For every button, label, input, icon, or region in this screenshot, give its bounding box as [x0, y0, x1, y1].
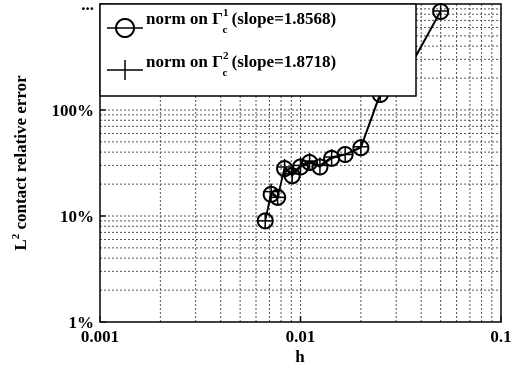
- y-axis-label-suffix: contact relative error: [11, 75, 30, 234]
- series-2-point: [323, 149, 340, 166]
- y-axis-label-sup: 2: [10, 233, 22, 239]
- legend-entry-2: norm on Γ2 c (slope=1.8718): [107, 50, 336, 80]
- svg-text:norm on Γ1c (slope=1.8568): norm on Γ1 c (slope=1.8568): [146, 7, 336, 36]
- y-axis-label-prefix: L: [11, 239, 30, 250]
- series-2-point: [276, 158, 293, 175]
- y-tick-label: 100%: [52, 101, 95, 120]
- series-2-point: [269, 189, 286, 206]
- series-2-point: [257, 212, 274, 229]
- legend-1-sub: c: [222, 24, 227, 36]
- y-tick-label: 10%: [60, 207, 94, 226]
- series-2-point: [311, 157, 328, 174]
- legend-2-sub: c: [222, 67, 227, 79]
- series-2-point: [352, 138, 369, 155]
- legend-1-pre: norm on Γ: [146, 9, 223, 28]
- series-2-point: [301, 153, 318, 170]
- series-2-point: [337, 146, 354, 163]
- legend-1-post: (slope=1.8568): [227, 9, 336, 28]
- legend-entry-1: norm on Γ1 c (slope=1.8568): [107, 7, 336, 38]
- x-tick-label: 0.1: [490, 327, 511, 346]
- svg-text:norm on Γ2c (slope=1.8718): norm on Γ2 c (slope=1.8718): [146, 50, 336, 79]
- ticks-layer: 0.001 0.01 0.1 1% 10% 100%...: [52, 0, 512, 346]
- x-tick-label: 0.001: [81, 327, 119, 346]
- legend-box: [99, 3, 417, 97]
- x-axis-label: h: [295, 347, 305, 366]
- series-2-point: [284, 165, 301, 182]
- circle-marker-icon: [115, 18, 135, 38]
- y-tick-label: ...: [81, 0, 94, 14]
- series-2-point: [432, 2, 449, 19]
- y-tick-label: 1%: [69, 313, 95, 332]
- legend-2-pre: norm on Γ: [146, 52, 223, 71]
- legend: norm on Γ1 c (slope=1.8568) norm on Γ2 c (…: [99, 3, 417, 97]
- legend-1-sup: 1: [223, 7, 229, 19]
- x-tick-label: 0.01: [286, 327, 316, 346]
- y-axis-label: L2 contact relative error: [10, 75, 30, 251]
- legend-2-sup: 2: [223, 50, 229, 62]
- series-2-point: [292, 157, 309, 174]
- legend-2-post: (slope=1.8718): [227, 52, 336, 71]
